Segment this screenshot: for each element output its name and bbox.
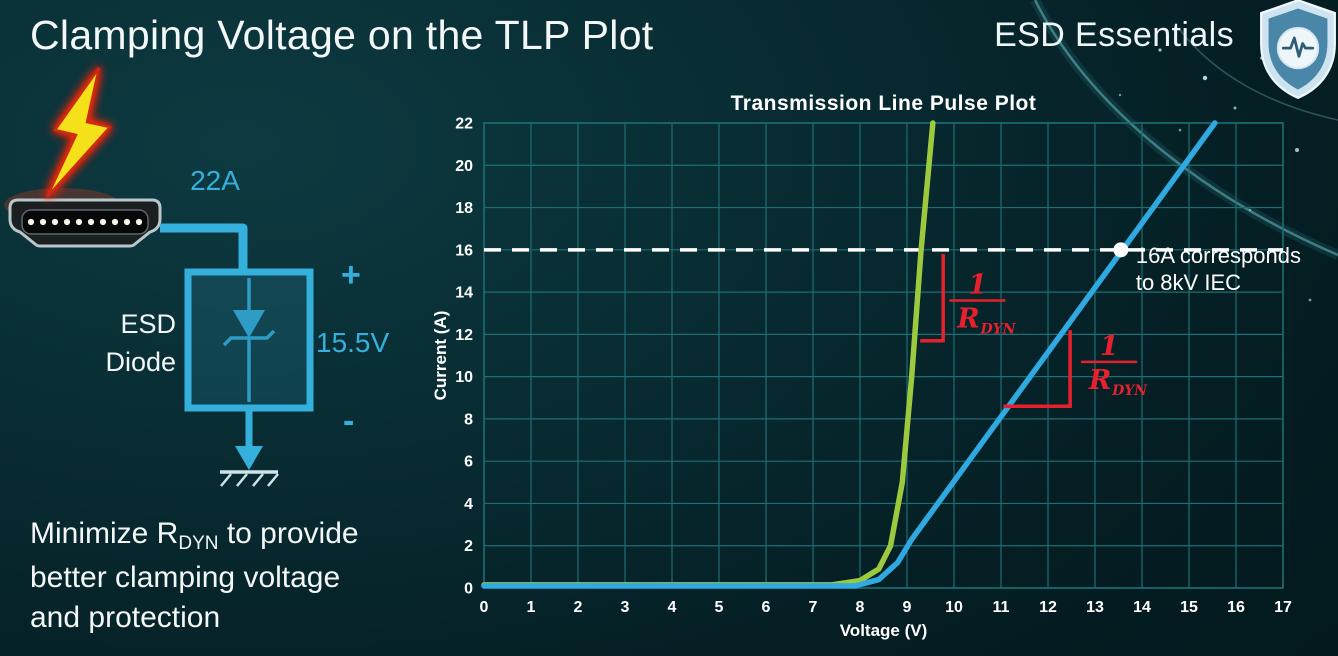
- lightning-bolt-icon: [45, 67, 113, 198]
- svg-text:12: 12: [455, 327, 473, 344]
- swoosh-glow: [1030, 0, 1338, 260]
- device-label-line2: Diode: [105, 347, 176, 377]
- pulse-icon: [1281, 36, 1315, 58]
- svg-text:15: 15: [1180, 599, 1198, 616]
- svg-text:DYN: DYN: [980, 322, 1017, 338]
- svg-text:16: 16: [1227, 599, 1245, 616]
- svg-text:8: 8: [464, 411, 473, 428]
- plus-sign: +: [341, 256, 361, 294]
- swoosh-line-2: [1179, 29, 1338, 121]
- svg-text:8: 8: [856, 599, 865, 616]
- clamp-voltage-label: 15.5V: [316, 327, 389, 358]
- svg-text:9: 9: [903, 599, 912, 616]
- svg-text:0: 0: [480, 599, 489, 616]
- svg-text:17: 17: [1274, 599, 1292, 616]
- svg-text:0: 0: [464, 581, 473, 598]
- svg-text:6: 6: [464, 454, 473, 471]
- svg-text:18: 18: [455, 200, 473, 217]
- note-line1-post: to provide: [218, 517, 359, 550]
- iec-marker-label-line2: to 8kV IEC: [1136, 270, 1241, 295]
- surge-wire: [160, 223, 248, 274]
- ground-symbol: [220, 408, 279, 487]
- annotation-rdyn-green: 1R DYN: [920, 254, 1017, 343]
- sparkle-dots: [1078, 38, 1312, 302]
- zener-diode-symbol: [222, 278, 276, 402]
- svg-text:12: 12: [1039, 599, 1057, 616]
- note-line1: Minimize RDYN to provide: [30, 514, 450, 558]
- svg-text:14: 14: [455, 285, 473, 302]
- svg-text:1: 1: [1100, 331, 1119, 362]
- annotation-rdyn-blue: 1R DYN: [1003, 330, 1148, 408]
- svg-text:10: 10: [455, 369, 473, 386]
- svg-text:11: 11: [993, 599, 1010, 616]
- brand-label: ESD Essentials: [994, 16, 1234, 54]
- hdmi-connector-icon: [8, 198, 162, 248]
- svg-text:22: 22: [455, 116, 473, 133]
- note-line1-pre: Minimize R: [30, 517, 179, 550]
- svg-text:3: 3: [621, 599, 630, 616]
- svg-text:6: 6: [762, 599, 771, 616]
- note-line1-subscript: DYN: [178, 533, 219, 554]
- y-axis-label: Current (A): [431, 311, 450, 401]
- svg-text:2: 2: [464, 538, 473, 555]
- summary-note: Minimize RDYN to provide better clamping…: [30, 514, 450, 638]
- device-label-line1: ESD: [120, 309, 176, 339]
- esd-essentials-shield-icon: [1260, 0, 1336, 100]
- svg-text:20: 20: [455, 158, 473, 175]
- svg-text:1: 1: [968, 270, 987, 301]
- svg-text:5: 5: [715, 599, 724, 616]
- series-high-rdyn-device: [481, 120, 1218, 589]
- svg-text:2: 2: [574, 599, 583, 616]
- minus-sign: -: [343, 402, 354, 440]
- svg-text:R: R: [1088, 365, 1111, 396]
- svg-text:10: 10: [945, 599, 963, 616]
- svg-text:14: 14: [1133, 599, 1151, 616]
- x-axis-label: Voltage (V): [840, 621, 928, 640]
- svg-text:16: 16: [455, 242, 473, 259]
- svg-text:1: 1: [527, 599, 536, 616]
- svg-text:DYN: DYN: [1111, 383, 1148, 399]
- svg-text:R: R: [956, 304, 979, 335]
- swoosh-line: [1033, 0, 1338, 257]
- iec-marker-label-line1: 16A corresponds: [1136, 243, 1301, 268]
- svg-text:4: 4: [668, 599, 677, 616]
- page-title: Clamping Voltage on the TLP Plot: [30, 12, 654, 58]
- svg-text:13: 13: [1086, 599, 1104, 616]
- svg-text:4: 4: [464, 496, 473, 513]
- svg-text:7: 7: [809, 599, 818, 616]
- hdmi-pins: [27, 218, 143, 226]
- chart-title: Transmission Line Pulse Plot: [731, 92, 1037, 115]
- note-line2: better clamping voltage: [30, 561, 341, 594]
- chart-tick-labels: 0 1 2 3 4 5 6 7 8 9 10 11 12 13 14 15 16 1702468101214161…: [455, 116, 1292, 617]
- note-line3: and protection: [30, 601, 221, 634]
- surge-current-label: 22A: [190, 165, 240, 196]
